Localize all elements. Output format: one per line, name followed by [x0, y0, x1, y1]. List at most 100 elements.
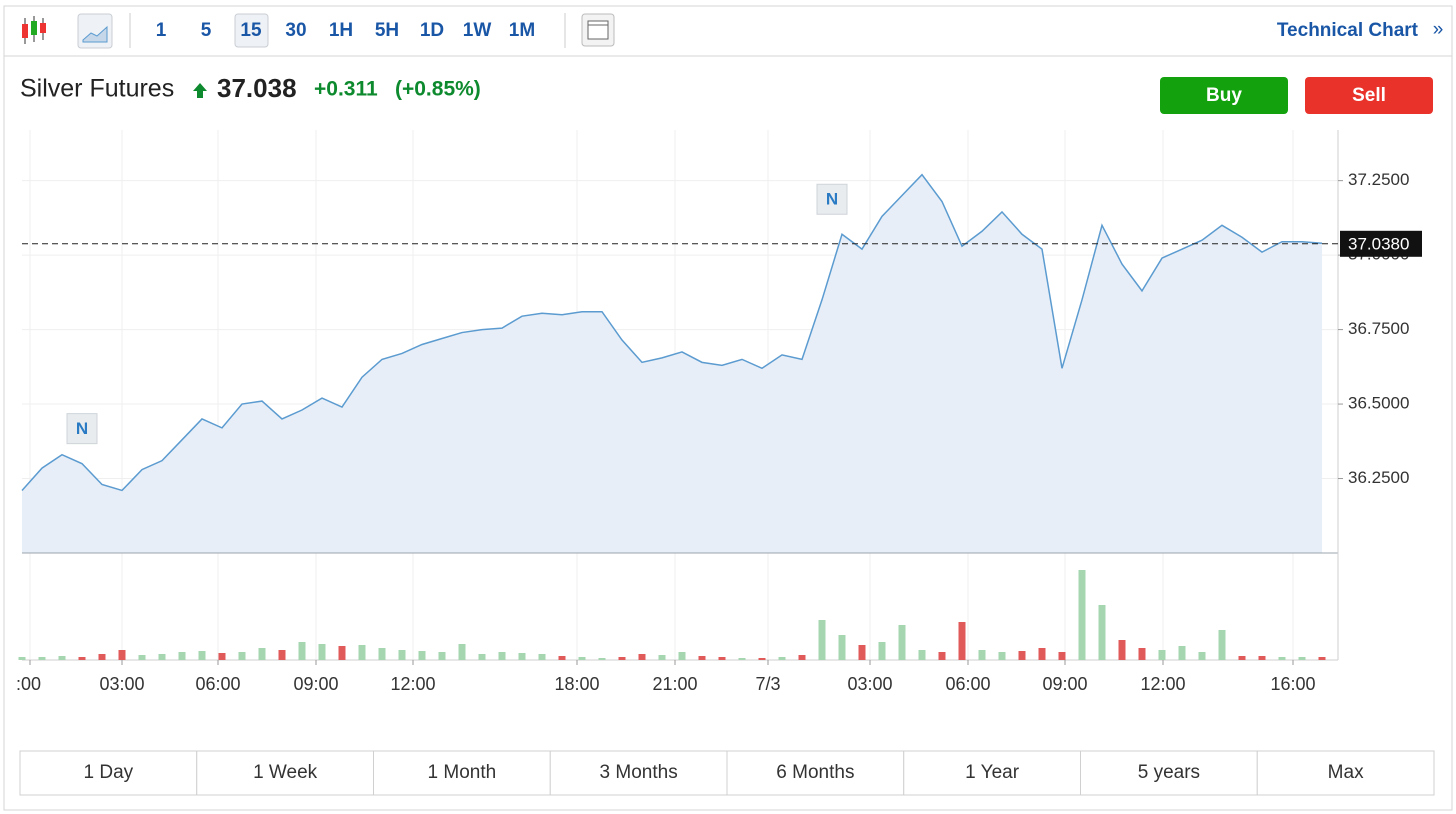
volume-bar: [438, 652, 446, 660]
volume-bar: [298, 642, 306, 660]
volume-bar: [1318, 657, 1326, 660]
x-tick-label: 12:00: [390, 674, 435, 694]
x-tick-label: 7/3: [755, 674, 780, 694]
volume-bar: [1058, 652, 1066, 660]
volume-bar: [418, 651, 426, 660]
volume-bar: [578, 657, 586, 660]
x-tick-label: 06:00: [945, 674, 990, 694]
volume-bar: [698, 656, 706, 660]
volume-bar: [338, 646, 346, 660]
range-label[interactable]: Max: [1328, 762, 1364, 783]
change-percent: (+0.85%): [395, 78, 481, 101]
interval-button[interactable]: 15: [240, 20, 262, 41]
volume-bar: [1038, 648, 1046, 660]
news-flag[interactable]: [816, 183, 848, 215]
buy-label[interactable]: Buy: [1206, 85, 1242, 106]
active-interval[interactable]: [234, 13, 269, 48]
technical-chart-link[interactable]: Technical Chart: [1277, 20, 1419, 41]
volume-bar: [238, 652, 246, 660]
volume-bar: [58, 656, 66, 660]
volume-bar: [798, 655, 806, 660]
interval-button[interactable]: 1M: [509, 20, 535, 41]
plot: Investing.com36.250036.500036.750037.000…: [16, 130, 1422, 694]
range-button[interactable]: [549, 750, 728, 796]
interval-button[interactable]: 1H: [329, 20, 353, 41]
volume-bar: [958, 622, 966, 660]
volume-bar: [1178, 646, 1186, 660]
area-icon[interactable]: [77, 13, 113, 49]
range-button[interactable]: [196, 750, 374, 796]
volume-bar: [478, 654, 486, 660]
chevron[interactable]: »: [1433, 19, 1444, 40]
volume-bar: [1158, 650, 1166, 660]
volume-bar: [38, 657, 46, 660]
sell-button[interactable]: [1305, 77, 1433, 114]
volume-bar: [638, 654, 646, 660]
range-label[interactable]: 1 Week: [253, 762, 318, 783]
range-bar: 1 Day 1 Week 1 Month 3 Months 6 Months 1 Year…: [19, 750, 1435, 796]
interval-button[interactable]: 5H: [375, 20, 399, 41]
volume-bar: [1278, 657, 1286, 660]
news-flag[interactable]: [66, 413, 98, 445]
x-tick-label: 16:00: [1270, 674, 1315, 694]
sell-label[interactable]: Sell: [1352, 85, 1386, 106]
x-tick-label: 21:00: [652, 674, 697, 694]
interval-button[interactable]: 1: [156, 20, 167, 41]
news-flag-label[interactable]: N: [76, 419, 88, 438]
volume-bar: [378, 648, 386, 660]
candle-icon[interactable]: [22, 16, 46, 44]
x-tick-label: 18:00: [554, 674, 599, 694]
volume-bar: [198, 651, 206, 660]
volume-bar: [358, 645, 366, 660]
y-tick-label: 36.2500: [1348, 468, 1409, 487]
volume-bar: [878, 642, 886, 660]
volume-bar: [1298, 657, 1306, 660]
volume-bar: [258, 648, 266, 660]
x-tick-label: 06:00: [195, 674, 240, 694]
range-label[interactable]: 5 years: [1138, 762, 1200, 783]
interval-button[interactable]: 1D: [420, 20, 444, 41]
range-button[interactable]: [373, 750, 551, 796]
volume-bar: [1118, 640, 1126, 660]
x-tick-label: 09:00: [1042, 674, 1087, 694]
interval-button[interactable]: 1W: [463, 20, 492, 41]
range-label[interactable]: 1 Month: [428, 762, 497, 783]
interval-bar: 1 5 15 30 1H 5H 1D 1W 1M: [156, 13, 535, 48]
range-label[interactable]: 1 Year: [965, 762, 1020, 783]
range-label[interactable]: 1 Day: [84, 762, 134, 783]
layout-icon[interactable]: [581, 13, 615, 47]
volume-bar: [838, 635, 846, 660]
y-tick-label: 36.5000: [1348, 394, 1409, 413]
volume-bar: [658, 655, 666, 660]
x-tick-label: 03:00: [847, 674, 892, 694]
x-tick-label: 12:00: [1140, 674, 1185, 694]
range-button[interactable]: [19, 750, 198, 796]
volume-bar: [78, 657, 86, 660]
y-tick-label: 37.2500: [1348, 170, 1409, 189]
last-price-label: 37.0380: [1348, 234, 1409, 253]
range-label[interactable]: 6 Months: [776, 762, 854, 783]
volume-bar: [598, 658, 606, 660]
x-tick-label: :00: [16, 674, 41, 694]
range-button[interactable]: [903, 750, 1081, 796]
volume-bar: [1138, 648, 1146, 660]
volume-bar: [618, 657, 626, 660]
volume-bar: [1198, 652, 1206, 660]
interval-button[interactable]: 30: [285, 20, 306, 41]
range-label[interactable]: 3 Months: [600, 762, 678, 783]
interval-button[interactable]: 5: [201, 20, 212, 41]
up-arrow: [193, 83, 207, 98]
volume-bar: [498, 652, 506, 660]
volume-bar: [978, 650, 986, 660]
volume-bar: [818, 620, 826, 660]
volume-bar: [898, 625, 906, 660]
buy-button[interactable]: [1160, 77, 1288, 114]
range-button[interactable]: [1256, 750, 1435, 796]
volume-bar: [278, 650, 286, 660]
news-flag-label[interactable]: N: [826, 190, 838, 209]
volume-bar: [138, 655, 146, 660]
volume-bar: [1218, 630, 1226, 660]
volume-bar: [718, 657, 726, 660]
range-button[interactable]: [1080, 750, 1258, 796]
